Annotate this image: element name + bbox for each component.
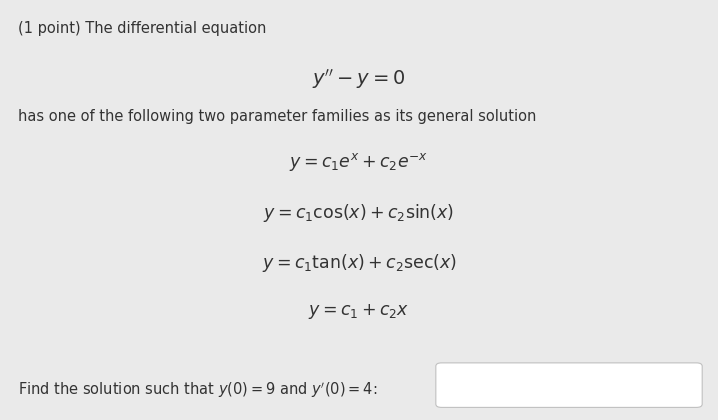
FancyBboxPatch shape: [436, 363, 702, 407]
Text: has one of the following two parameter families as its general solution: has one of the following two parameter f…: [18, 109, 536, 124]
Text: Find the solution such that $y(0) = 9$ and $y'(0) = 4$:: Find the solution such that $y(0) = 9$ a…: [18, 380, 378, 400]
Text: $y = c_1 \tan(x) + c_2 \sec(x)$: $y = c_1 \tan(x) + c_2 \sec(x)$: [261, 252, 457, 274]
Text: $y = c_1 + c_2 x$: $y = c_1 + c_2 x$: [308, 302, 410, 321]
Text: $y = c_1 e^{x} + c_2 e^{-x}$: $y = c_1 e^{x} + c_2 e^{-x}$: [289, 151, 429, 173]
Text: $y = c_1 \cos(x) + c_2 \sin(x)$: $y = c_1 \cos(x) + c_2 \sin(x)$: [264, 202, 454, 223]
Text: (1 point) The differential equation: (1 point) The differential equation: [18, 21, 266, 36]
Text: $y'' - y = 0$: $y'' - y = 0$: [312, 67, 406, 91]
